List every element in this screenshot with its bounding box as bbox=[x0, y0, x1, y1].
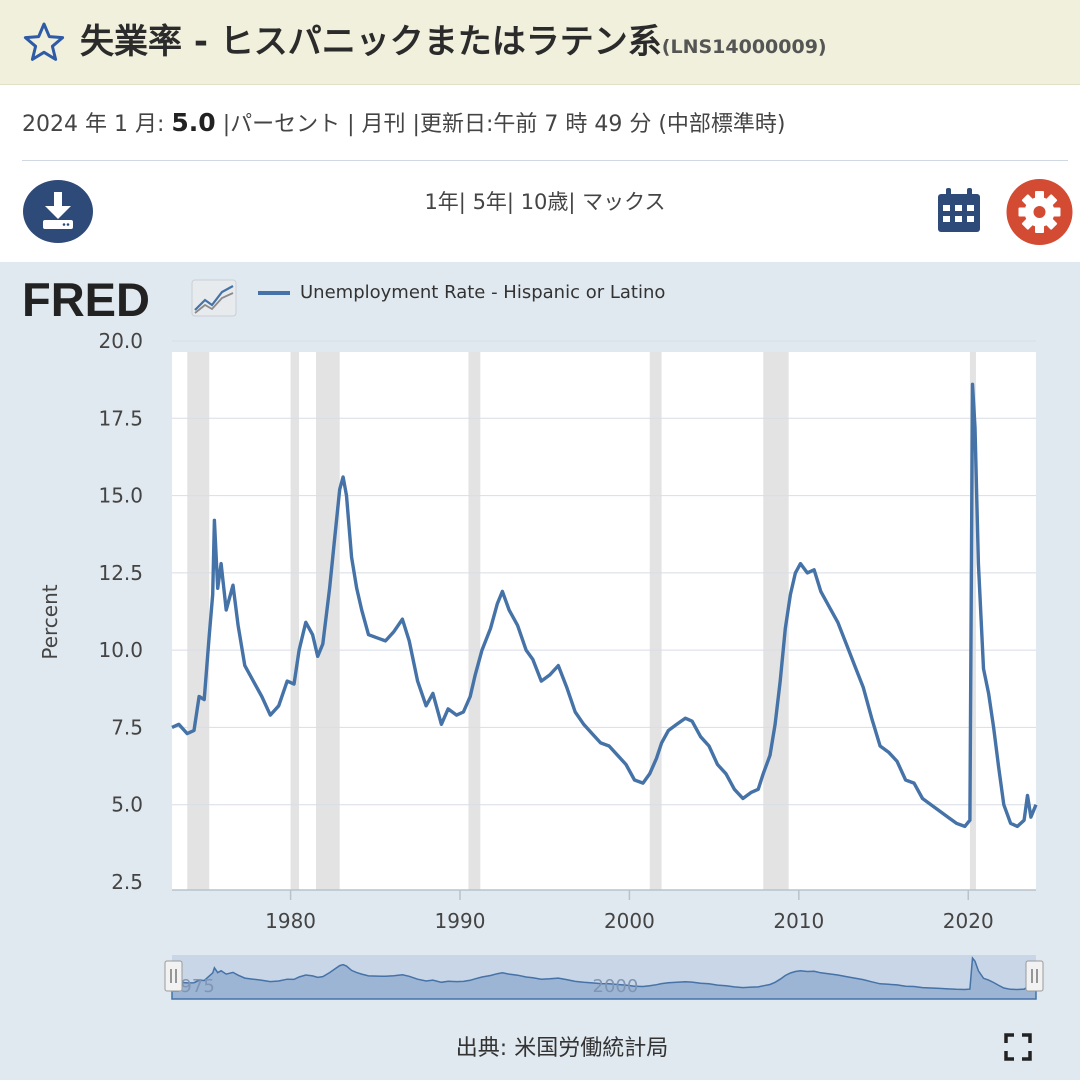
y-tick-label: 2.5 bbox=[111, 870, 143, 894]
download-button[interactable] bbox=[23, 180, 93, 243]
y-tick-label: 10.0 bbox=[98, 638, 143, 662]
observation-meta: 2024 年 1 月: 5.0 |パーセント | 月刊 |更新日:午前 7 時 … bbox=[22, 106, 785, 138]
fullscreen-icon[interactable] bbox=[1004, 1033, 1032, 1061]
units-text: |パーセント | bbox=[222, 112, 355, 137]
recession-band bbox=[763, 352, 789, 890]
x-tick-label: 2000 bbox=[604, 909, 655, 933]
chart-area[interactable]: 2.5 5.0 7.5 10.0 12.5 15.0 17.5 20.0 1980 1990 20… bbox=[0, 262, 1080, 942]
series-line[interactable] bbox=[171, 382, 1038, 829]
page-title: 失業率 - ヒスパニックまたはラテン系(LNS14000009) bbox=[80, 14, 827, 63]
navigator-area bbox=[171, 956, 1037, 1000]
y-tick-label: 15.0 bbox=[98, 484, 143, 508]
observation-date: 2024 年 1 月: bbox=[22, 112, 165, 137]
frequency-text: 月刊 bbox=[361, 112, 406, 137]
source-text: 出典: 米国労働統計局 bbox=[455, 1036, 669, 1061]
date-range-selector: 1年| 5年| 10歳| マックス bbox=[0, 186, 1080, 216]
title-bar: 失業率 - ヒスパニックまたはラテン系(LNS14000009) bbox=[0, 0, 1080, 85]
recession-band bbox=[290, 352, 300, 890]
chart-legend: Unemployment Rate - Hispanic or Latino bbox=[258, 282, 665, 303]
y-tick-label: 12.5 bbox=[98, 561, 143, 585]
range-navigator[interactable]: 1975 2000 bbox=[0, 940, 1080, 1010]
x-axis-ticks: 1980 1990 2000 2010 2020 bbox=[265, 890, 994, 933]
y-axis-label: Percent bbox=[38, 584, 62, 659]
recession-bands bbox=[187, 352, 976, 890]
settings-button[interactable] bbox=[1003, 179, 1076, 245]
plot-background bbox=[172, 352, 1036, 890]
gear-icon bbox=[1018, 191, 1061, 233]
updated-text: |更新日:午前 7 時 49 分 (中部標準時) bbox=[412, 112, 786, 137]
fred-logo-text: FRED bbox=[22, 276, 150, 322]
grid-lines bbox=[172, 340, 1036, 891]
range-10y[interactable]: 10歳| bbox=[520, 190, 576, 214]
series-id: (LNS14000009) bbox=[661, 36, 827, 58]
observation-value: 5.0 bbox=[171, 108, 216, 137]
recession-band bbox=[468, 352, 481, 890]
calendar-icon[interactable] bbox=[935, 186, 983, 234]
range-1y[interactable]: 1年| bbox=[424, 190, 466, 214]
legend-series-name: Unemployment Rate - Hispanic or Latino bbox=[300, 282, 666, 303]
range-5y[interactable]: 5年| bbox=[472, 190, 514, 214]
y-axis-ticks: 2.5 5.0 7.5 10.0 12.5 15.0 17.5 20.0 bbox=[98, 329, 143, 894]
star-icon[interactable] bbox=[22, 20, 66, 64]
download-icon bbox=[43, 192, 73, 229]
recession-band bbox=[316, 352, 340, 890]
recession-band bbox=[649, 352, 662, 890]
series-title: 失業率 - ヒスパニックまたはラテン系 bbox=[80, 22, 662, 62]
y-tick-label: 17.5 bbox=[98, 406, 143, 430]
divider bbox=[22, 160, 1068, 161]
navigator-left-handle[interactable] bbox=[164, 960, 183, 992]
x-tick-label: 1980 bbox=[265, 909, 316, 933]
y-tick-label: 7.5 bbox=[111, 715, 143, 739]
legend-swatch bbox=[258, 291, 290, 295]
x-tick-label: 2010 bbox=[773, 909, 824, 933]
fred-logo: FRED bbox=[22, 276, 237, 322]
navigator-right-handle[interactable] bbox=[1025, 960, 1044, 992]
x-tick-label: 2020 bbox=[943, 909, 994, 933]
y-tick-label: 20.0 bbox=[98, 329, 143, 353]
navigator-label: 2000 bbox=[593, 976, 639, 997]
recession-band bbox=[187, 352, 210, 890]
range-max[interactable]: マックス bbox=[582, 190, 666, 214]
recession-band bbox=[969, 352, 976, 890]
x-tick-label: 1990 bbox=[435, 909, 486, 933]
y-tick-label: 5.0 bbox=[111, 793, 143, 817]
